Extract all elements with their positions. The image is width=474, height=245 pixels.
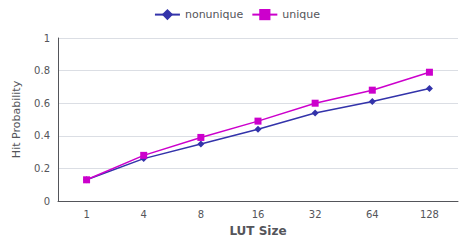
svg-text:64: 64	[366, 209, 379, 220]
svg-text:4: 4	[141, 209, 147, 220]
svg-text:LUT Size: LUT Size	[229, 224, 286, 238]
svg-text:16: 16	[252, 209, 265, 220]
svg-text:128: 128	[420, 209, 439, 220]
svg-text:nonunique: nonunique	[185, 8, 244, 21]
svg-text:1: 1	[83, 209, 89, 220]
svg-text:0.2: 0.2	[34, 163, 50, 174]
svg-text:8: 8	[198, 209, 204, 220]
svg-text:unique: unique	[282, 8, 320, 21]
svg-text:0: 0	[44, 196, 50, 207]
svg-text:0.6: 0.6	[34, 98, 50, 109]
svg-text:Hit Probability: Hit Probability	[10, 80, 23, 158]
svg-text:0.8: 0.8	[34, 65, 50, 76]
svg-text:1: 1	[44, 33, 50, 44]
svg-text:32: 32	[309, 209, 322, 220]
svg-text:0.4: 0.4	[34, 130, 50, 141]
